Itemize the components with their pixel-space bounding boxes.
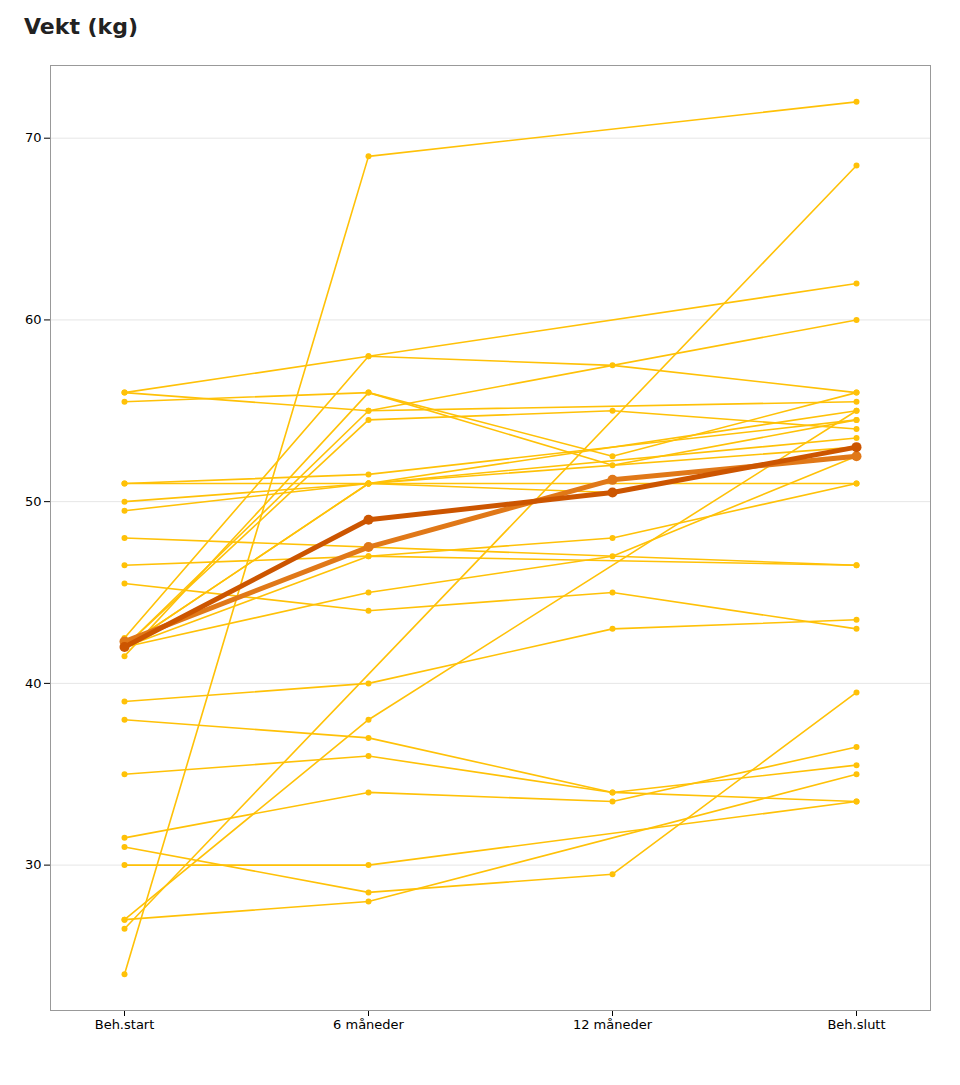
svg-text:60: 60 [25,312,42,327]
svg-text:Beh.slutt: Beh.slutt [827,1017,885,1032]
svg-text:30: 30 [25,857,42,872]
svg-text:6 måneder: 6 måneder [333,1017,405,1032]
svg-text:Beh.start: Beh.start [95,1017,155,1032]
svg-text:12 måneder: 12 måneder [573,1017,653,1032]
svg-text:70: 70 [25,130,42,145]
svg-text:40: 40 [25,676,42,691]
html-text:Vekt (kg): Vekt (kg) [24,14,138,39]
svg-text:50: 50 [25,494,42,509]
